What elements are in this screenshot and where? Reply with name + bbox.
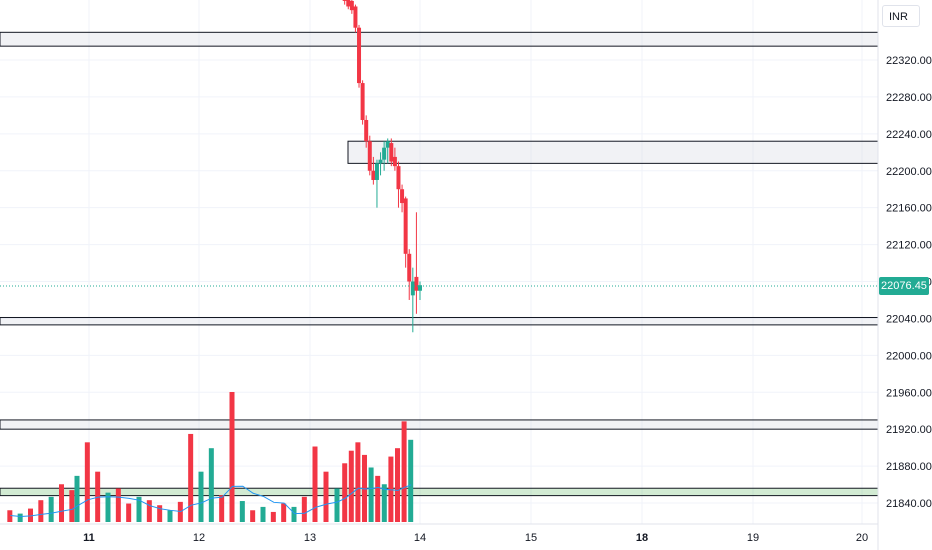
price-tick-label: 22280.00 [886, 92, 932, 104]
time-tick-label: 11 [83, 532, 95, 544]
volume-bars [7, 392, 414, 522]
volume-bar [381, 484, 387, 522]
volume-bar [348, 450, 354, 522]
volume-bar [17, 513, 23, 522]
volume-bar [38, 500, 44, 522]
volume-bar [146, 500, 152, 522]
price-axis[interactable]: 22320.00 22280.00 22240.00 22200.00 22160.00… [886, 55, 932, 510]
volume-bar [375, 475, 381, 522]
price-tick-label: 22000.00 [886, 350, 932, 362]
volume-bar [198, 471, 204, 522]
volume-bar [408, 439, 414, 522]
volume-bar [401, 421, 407, 522]
candle-body [382, 147, 387, 160]
volume-ma-line [10, 484, 412, 517]
candle-body [389, 143, 394, 162]
volume-bar [157, 505, 163, 522]
candle-body [349, 0, 354, 11]
time-tick-label: 19 [747, 532, 759, 544]
zone-box [0, 316, 879, 326]
volume-bar [115, 488, 121, 522]
price-tick-label: 22160.00 [886, 203, 932, 215]
candle-body [400, 189, 405, 204]
price-tick-label: 21960.00 [886, 387, 932, 399]
volume-bar [69, 490, 75, 522]
volume-bar [301, 496, 307, 522]
time-tick-label: 15 [525, 532, 537, 544]
candle-body [342, 0, 347, 1]
volume-bar [312, 446, 318, 522]
price-tick-label: 21880.00 [886, 461, 932, 473]
price-tick-label: 22120.00 [886, 240, 932, 252]
volume-bar [136, 496, 142, 522]
volume-bar [368, 467, 374, 522]
zones [0, 31, 879, 497]
volume-bar [281, 503, 287, 522]
candle-body [403, 198, 408, 254]
candle-body [392, 156, 397, 167]
zone-box [0, 487, 879, 497]
zone-box [347, 140, 879, 164]
volume-bar [105, 492, 111, 522]
price-tick-label: 22040.00 [886, 313, 932, 325]
candle-body [410, 281, 415, 296]
zone-box [0, 31, 879, 47]
volume-bar [7, 510, 13, 522]
volume-bar [323, 471, 329, 522]
zone-box [0, 419, 879, 430]
volume-bar [250, 510, 256, 522]
time-tick-label: 13 [304, 532, 316, 544]
time-tick-label: 20 [856, 532, 868, 544]
candle-body [357, 27, 362, 84]
volume-bar [239, 501, 245, 522]
candle-body [374, 163, 379, 180]
volume-bar [395, 448, 400, 522]
volume-bar [48, 496, 54, 522]
candle-body [346, 0, 351, 7]
volume-bar [208, 448, 214, 522]
time-axis[interactable]: 11 12 13 14 15 18 19 20 [83, 532, 868, 544]
time-tick-label: 18 [636, 532, 648, 544]
candle-body [360, 83, 365, 120]
candle-body [385, 141, 390, 148]
time-tick-label: 12 [193, 532, 205, 544]
price-tick-label: 21840.00 [886, 498, 932, 510]
volume-bar [388, 456, 394, 522]
price-tick-label: 22240.00 [886, 129, 932, 141]
time-tick-label: 14 [414, 532, 426, 544]
candle-body [414, 276, 419, 291]
grid [0, 0, 878, 524]
candle-body [396, 166, 401, 190]
price-tick-label: 22200.00 [886, 166, 932, 178]
volume-bar [188, 433, 194, 522]
volume-bar [260, 506, 266, 522]
volume-bar [334, 488, 340, 522]
last-price-badge: 22076.45 [879, 277, 929, 295]
volume-bar [291, 506, 297, 522]
volume-bar [59, 484, 64, 522]
volume-bar [74, 475, 80, 522]
volume-bar [167, 510, 173, 522]
volume-bar [229, 392, 235, 522]
candle-body [367, 141, 372, 171]
volume-bar [270, 511, 276, 522]
candle-body [364, 119, 369, 142]
volume-bar [219, 495, 225, 522]
candle-body [378, 159, 383, 164]
candle-body [371, 170, 376, 180]
candle-body [418, 285, 422, 291]
price-tick-label: 21920.00 [886, 424, 932, 436]
candles [335, 0, 422, 333]
candle-body [353, 6, 358, 28]
price-tick-label: 22320.00 [886, 55, 932, 67]
volume-bar [342, 463, 348, 522]
volume-bar [28, 508, 33, 522]
currency-label[interactable]: INR [882, 5, 920, 27]
volume-bar [84, 442, 90, 522]
candle-body [407, 253, 412, 282]
volume-bar [355, 442, 361, 522]
volume-bar [126, 503, 132, 522]
